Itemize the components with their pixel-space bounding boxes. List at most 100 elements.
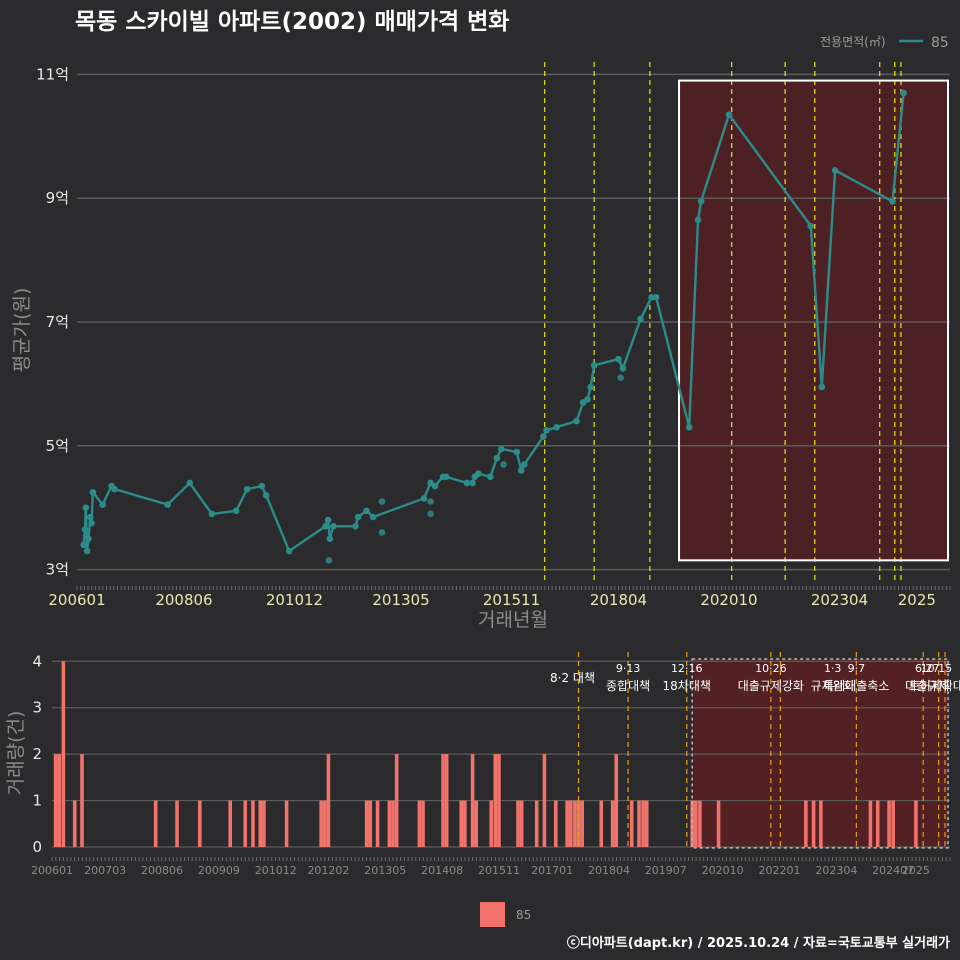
volume-bar [644, 800, 649, 847]
y-tick-label-bottom: 4 [32, 652, 42, 670]
volume-bar [887, 800, 891, 847]
price-point [322, 522, 329, 530]
volume-bar [614, 754, 619, 847]
x-tick-label-top: 201012 [266, 591, 323, 609]
price-point [617, 374, 624, 382]
price-point [86, 513, 94, 521]
volume-bar [698, 800, 702, 847]
price-point [818, 383, 826, 391]
price-point [243, 485, 251, 493]
x-tick-label-bottom: 200601 [31, 864, 73, 877]
price-point [590, 362, 598, 369]
volume-bar [57, 754, 62, 847]
legend-top-value: 85 [931, 35, 949, 51]
volume-bar [197, 800, 202, 847]
price-point [99, 501, 106, 508]
y-tick-label-top: 3억 [46, 561, 69, 579]
volume-bar [368, 800, 373, 847]
x-tick-label-top: 200806 [155, 591, 212, 609]
event-name-label: 토허제확대 [909, 679, 960, 693]
price-point [363, 507, 370, 515]
volume-bar [459, 800, 464, 847]
price-point [354, 513, 362, 521]
x-tick-label-bottom: 201907 [645, 864, 687, 877]
volume-bar [819, 800, 823, 847]
volume-bar [641, 800, 645, 847]
legend-bottom-swatch [480, 902, 505, 927]
y-tick-label-bottom: 1 [32, 792, 42, 810]
volume-bar [629, 800, 634, 847]
volume-bar [243, 800, 248, 847]
y-tick-label-bottom: 0 [32, 838, 42, 856]
price-point [88, 519, 95, 527]
event-name-label: 대출규제 [905, 679, 949, 693]
y-tick-label-top: 11억 [36, 65, 69, 83]
x-tick-label-top: 2025 [898, 591, 936, 609]
price-point [685, 423, 693, 431]
price-point [584, 396, 591, 403]
event-date-label: 9·13 [616, 662, 641, 675]
volume-bar [497, 754, 501, 847]
price-point [378, 529, 386, 536]
y-tick-label-bottom: 3 [32, 699, 42, 717]
event-date-label: 10·26 [755, 662, 787, 675]
event-name-label: 18차대책 [663, 678, 711, 693]
volume-bar [542, 754, 547, 847]
volume-bar [553, 800, 558, 847]
price-point [900, 89, 907, 97]
price-point [324, 516, 332, 524]
volume-bar [534, 800, 539, 847]
event-name-label: 종합대책 [606, 678, 650, 693]
volume-bar [262, 800, 266, 847]
price-point [326, 535, 334, 542]
price-point [420, 495, 428, 502]
price-point [543, 427, 550, 434]
volume-bar [811, 800, 816, 847]
event-date-label: 10·15 [921, 662, 953, 675]
price-point [369, 513, 377, 521]
legend-top: 전용면적(㎡) 85 [820, 35, 949, 51]
x-tick-label-bottom: 201511 [478, 864, 520, 877]
x-tick-label-bottom: 202407 [872, 864, 914, 877]
x-tick-label-bottom: 202201 [758, 864, 800, 877]
y-tick-label-top: 5억 [46, 437, 69, 455]
price-point [637, 315, 644, 323]
volume-bar [228, 800, 233, 847]
price-series-line [82, 92, 905, 553]
event-name-label: 대출규제강화 [738, 679, 804, 693]
price-point [164, 501, 171, 508]
price-point [517, 467, 525, 474]
volume-bar [610, 800, 615, 847]
price-point [285, 547, 293, 555]
volume-bar [53, 754, 58, 847]
price-point [82, 504, 90, 512]
volume-bar [444, 754, 449, 847]
top-x-axis-title: 거래년월 [478, 609, 548, 631]
volume-bar [914, 800, 918, 847]
price-point [427, 498, 434, 505]
highlight-frame-bottom [691, 658, 949, 849]
event-date-label: 12·16 [671, 662, 703, 675]
price-point [83, 547, 91, 555]
top-y-axis-title: 평균가(원) [11, 288, 33, 373]
price-point [262, 492, 270, 499]
price-point [469, 479, 476, 487]
price-point [807, 222, 815, 230]
legend-bottom: 85 [480, 902, 531, 927]
price-point [540, 433, 547, 440]
event-name-label: 규제완화 [811, 679, 855, 693]
volume-bar [421, 800, 425, 847]
x-tick-label-bottom: 2025 [902, 864, 930, 877]
volume-bar [61, 661, 66, 847]
x-tick-label-bottom: 202010 [702, 864, 744, 877]
volume-bar [580, 800, 584, 847]
price-point [573, 417, 580, 425]
volume-bar [375, 800, 380, 847]
y-tick-label-top: 7억 [46, 313, 69, 331]
price-point [615, 355, 622, 363]
volume-bar [80, 754, 84, 847]
volume-bar [417, 800, 422, 847]
volume-bar [470, 754, 475, 847]
price-point [89, 488, 97, 496]
